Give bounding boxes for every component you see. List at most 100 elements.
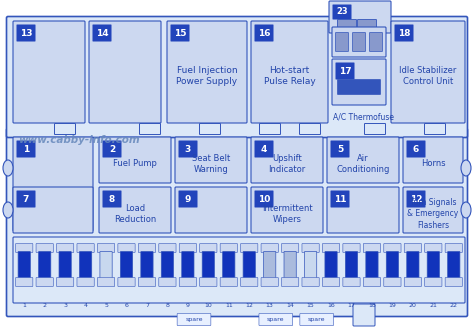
FancyBboxPatch shape	[259, 314, 292, 326]
FancyBboxPatch shape	[282, 243, 299, 253]
FancyBboxPatch shape	[425, 278, 442, 287]
FancyBboxPatch shape	[16, 278, 33, 287]
FancyBboxPatch shape	[59, 252, 71, 279]
FancyBboxPatch shape	[332, 27, 386, 57]
FancyBboxPatch shape	[13, 137, 93, 231]
FancyBboxPatch shape	[139, 124, 161, 135]
FancyBboxPatch shape	[404, 243, 421, 253]
Text: 15: 15	[307, 303, 314, 308]
Text: Upshift
Indicator: Upshift Indicator	[268, 154, 306, 174]
Text: Fuel Pump: Fuel Pump	[113, 160, 157, 168]
FancyBboxPatch shape	[13, 187, 93, 233]
FancyBboxPatch shape	[38, 252, 51, 279]
Text: spare: spare	[185, 317, 203, 322]
FancyBboxPatch shape	[282, 278, 299, 287]
FancyBboxPatch shape	[330, 141, 349, 158]
FancyBboxPatch shape	[336, 32, 348, 51]
FancyBboxPatch shape	[120, 252, 133, 279]
FancyBboxPatch shape	[365, 124, 385, 135]
FancyBboxPatch shape	[394, 24, 413, 41]
Text: 4: 4	[261, 145, 267, 154]
FancyBboxPatch shape	[16, 243, 33, 253]
Text: 3: 3	[185, 145, 191, 154]
Text: 8: 8	[109, 194, 115, 203]
Text: 5: 5	[104, 303, 108, 308]
FancyBboxPatch shape	[427, 252, 439, 279]
FancyBboxPatch shape	[384, 243, 401, 253]
FancyBboxPatch shape	[425, 243, 442, 253]
Text: spare: spare	[308, 317, 326, 322]
FancyBboxPatch shape	[330, 190, 349, 207]
FancyBboxPatch shape	[200, 124, 220, 135]
FancyBboxPatch shape	[80, 252, 91, 279]
FancyBboxPatch shape	[364, 278, 381, 287]
Text: 22: 22	[450, 303, 458, 308]
FancyBboxPatch shape	[118, 243, 135, 253]
FancyBboxPatch shape	[220, 278, 237, 287]
Text: 1: 1	[23, 145, 29, 154]
Text: 11: 11	[225, 303, 233, 308]
FancyBboxPatch shape	[255, 190, 273, 207]
FancyBboxPatch shape	[138, 278, 155, 287]
FancyBboxPatch shape	[370, 32, 383, 51]
Text: Turn Signals
& Emergency
Flashers: Turn Signals & Emergency Flashers	[407, 198, 459, 229]
FancyBboxPatch shape	[17, 141, 36, 158]
FancyBboxPatch shape	[200, 243, 217, 253]
FancyBboxPatch shape	[337, 19, 356, 29]
FancyBboxPatch shape	[261, 278, 278, 287]
FancyBboxPatch shape	[7, 129, 467, 317]
FancyBboxPatch shape	[327, 137, 399, 183]
FancyBboxPatch shape	[251, 21, 328, 123]
FancyBboxPatch shape	[179, 243, 197, 253]
FancyBboxPatch shape	[241, 278, 258, 287]
Text: 23: 23	[336, 7, 348, 16]
Text: Air
Conditioning: Air Conditioning	[337, 154, 390, 174]
FancyBboxPatch shape	[99, 137, 171, 183]
Text: 14: 14	[96, 28, 109, 37]
Text: 3: 3	[63, 303, 67, 308]
FancyBboxPatch shape	[182, 252, 194, 279]
Text: 2: 2	[109, 145, 115, 154]
Ellipse shape	[3, 160, 13, 176]
FancyBboxPatch shape	[175, 137, 247, 183]
Text: www.cabby-info.com: www.cabby-info.com	[18, 135, 140, 145]
FancyBboxPatch shape	[327, 187, 399, 233]
FancyBboxPatch shape	[346, 252, 357, 279]
Text: 16: 16	[258, 28, 270, 37]
FancyBboxPatch shape	[364, 243, 381, 253]
FancyBboxPatch shape	[357, 19, 376, 29]
Text: 19: 19	[389, 303, 396, 308]
FancyBboxPatch shape	[255, 24, 273, 41]
FancyBboxPatch shape	[177, 314, 211, 326]
FancyBboxPatch shape	[332, 59, 386, 105]
FancyBboxPatch shape	[302, 278, 319, 287]
Text: 18: 18	[368, 303, 376, 308]
FancyBboxPatch shape	[18, 252, 30, 279]
FancyBboxPatch shape	[391, 21, 465, 123]
FancyBboxPatch shape	[322, 243, 340, 253]
Text: 6: 6	[125, 303, 128, 308]
FancyBboxPatch shape	[89, 21, 161, 123]
FancyBboxPatch shape	[407, 190, 426, 207]
FancyBboxPatch shape	[329, 1, 391, 33]
Text: 1: 1	[22, 303, 26, 308]
FancyBboxPatch shape	[56, 278, 74, 287]
Text: 7: 7	[145, 303, 149, 308]
FancyBboxPatch shape	[386, 252, 399, 279]
FancyBboxPatch shape	[332, 4, 352, 19]
FancyBboxPatch shape	[118, 278, 135, 287]
FancyBboxPatch shape	[100, 252, 112, 279]
Text: 7: 7	[23, 194, 29, 203]
Text: Idle Stabilizer
Control Unit: Idle Stabilizer Control Unit	[399, 66, 456, 86]
FancyBboxPatch shape	[102, 141, 121, 158]
FancyBboxPatch shape	[179, 190, 198, 207]
FancyBboxPatch shape	[445, 278, 463, 287]
Text: 5: 5	[337, 145, 343, 154]
FancyBboxPatch shape	[407, 252, 419, 279]
FancyBboxPatch shape	[161, 252, 173, 279]
FancyBboxPatch shape	[384, 278, 401, 287]
FancyBboxPatch shape	[447, 252, 460, 279]
FancyBboxPatch shape	[159, 278, 176, 287]
Text: 15: 15	[174, 28, 186, 37]
FancyBboxPatch shape	[141, 252, 153, 279]
